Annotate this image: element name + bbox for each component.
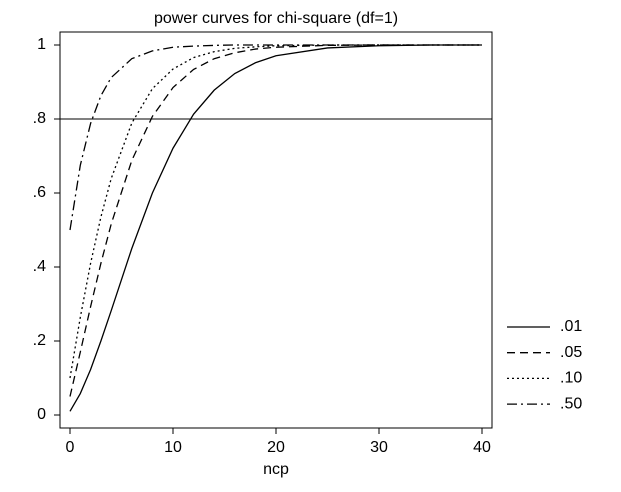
x-tick-label: 30 (370, 439, 388, 456)
series-line (69, 44, 482, 231)
series-line (69, 44, 482, 379)
x-tick-label: 0 (66, 439, 75, 456)
legend-label: .05 (560, 344, 582, 361)
legend-label: .10 (560, 370, 582, 387)
plot-frame (59, 31, 493, 429)
y-tick-label: .8 (33, 110, 46, 127)
x-tick-label: 10 (164, 439, 182, 456)
x-axis-label: ncp (263, 461, 289, 478)
y-tick-label: 0 (37, 406, 46, 423)
legend-label: .01 (560, 318, 582, 335)
x-tick-label: 40 (473, 439, 491, 456)
series-line (69, 44, 482, 412)
y-tick-label: 1 (37, 36, 46, 53)
y-tick-label: .2 (33, 332, 46, 349)
y-tick-label: .6 (33, 184, 46, 201)
y-tick-label: .4 (33, 258, 46, 275)
chart-title: power curves for chi-square (df=1) (154, 10, 398, 27)
series-line (69, 44, 482, 397)
legend-label: .50 (560, 395, 582, 412)
x-tick-label: 20 (267, 439, 285, 456)
